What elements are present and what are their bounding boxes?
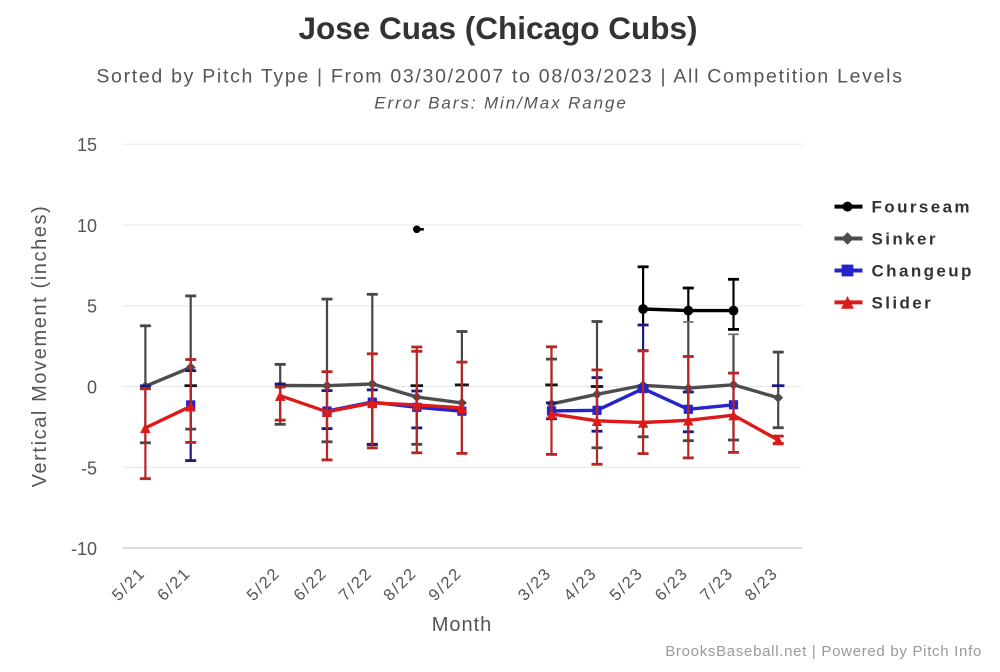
svg-text:5: 5 — [87, 297, 97, 317]
svg-text:Sinker: Sinker — [872, 230, 938, 249]
svg-text:Sorted by Pitch Type | From 03: Sorted by Pitch Type | From 03/30/2007 t… — [96, 66, 903, 88]
svg-text:Month: Month — [432, 614, 493, 636]
svg-text:BrooksBaseball.net | Powered b: BrooksBaseball.net | Powered by Pitch In… — [665, 643, 982, 660]
svg-text:10: 10 — [77, 216, 97, 236]
svg-text:Changeup: Changeup — [872, 262, 974, 281]
svg-text:Error Bars: Min/Max Range: Error Bars: Min/Max Range — [374, 94, 627, 113]
svg-text:Jose Cuas (Chicago Cubs): Jose Cuas (Chicago Cubs) — [298, 10, 697, 46]
svg-text:Slider: Slider — [872, 293, 934, 312]
svg-text:Fourseam: Fourseam — [872, 198, 972, 217]
svg-text:-10: -10 — [71, 539, 97, 559]
svg-text:15: 15 — [77, 135, 97, 155]
svg-text:Vertical Movement (inches): Vertical Movement (inches) — [29, 205, 51, 488]
svg-text:-5: -5 — [81, 458, 97, 478]
svg-text:0: 0 — [87, 378, 97, 398]
